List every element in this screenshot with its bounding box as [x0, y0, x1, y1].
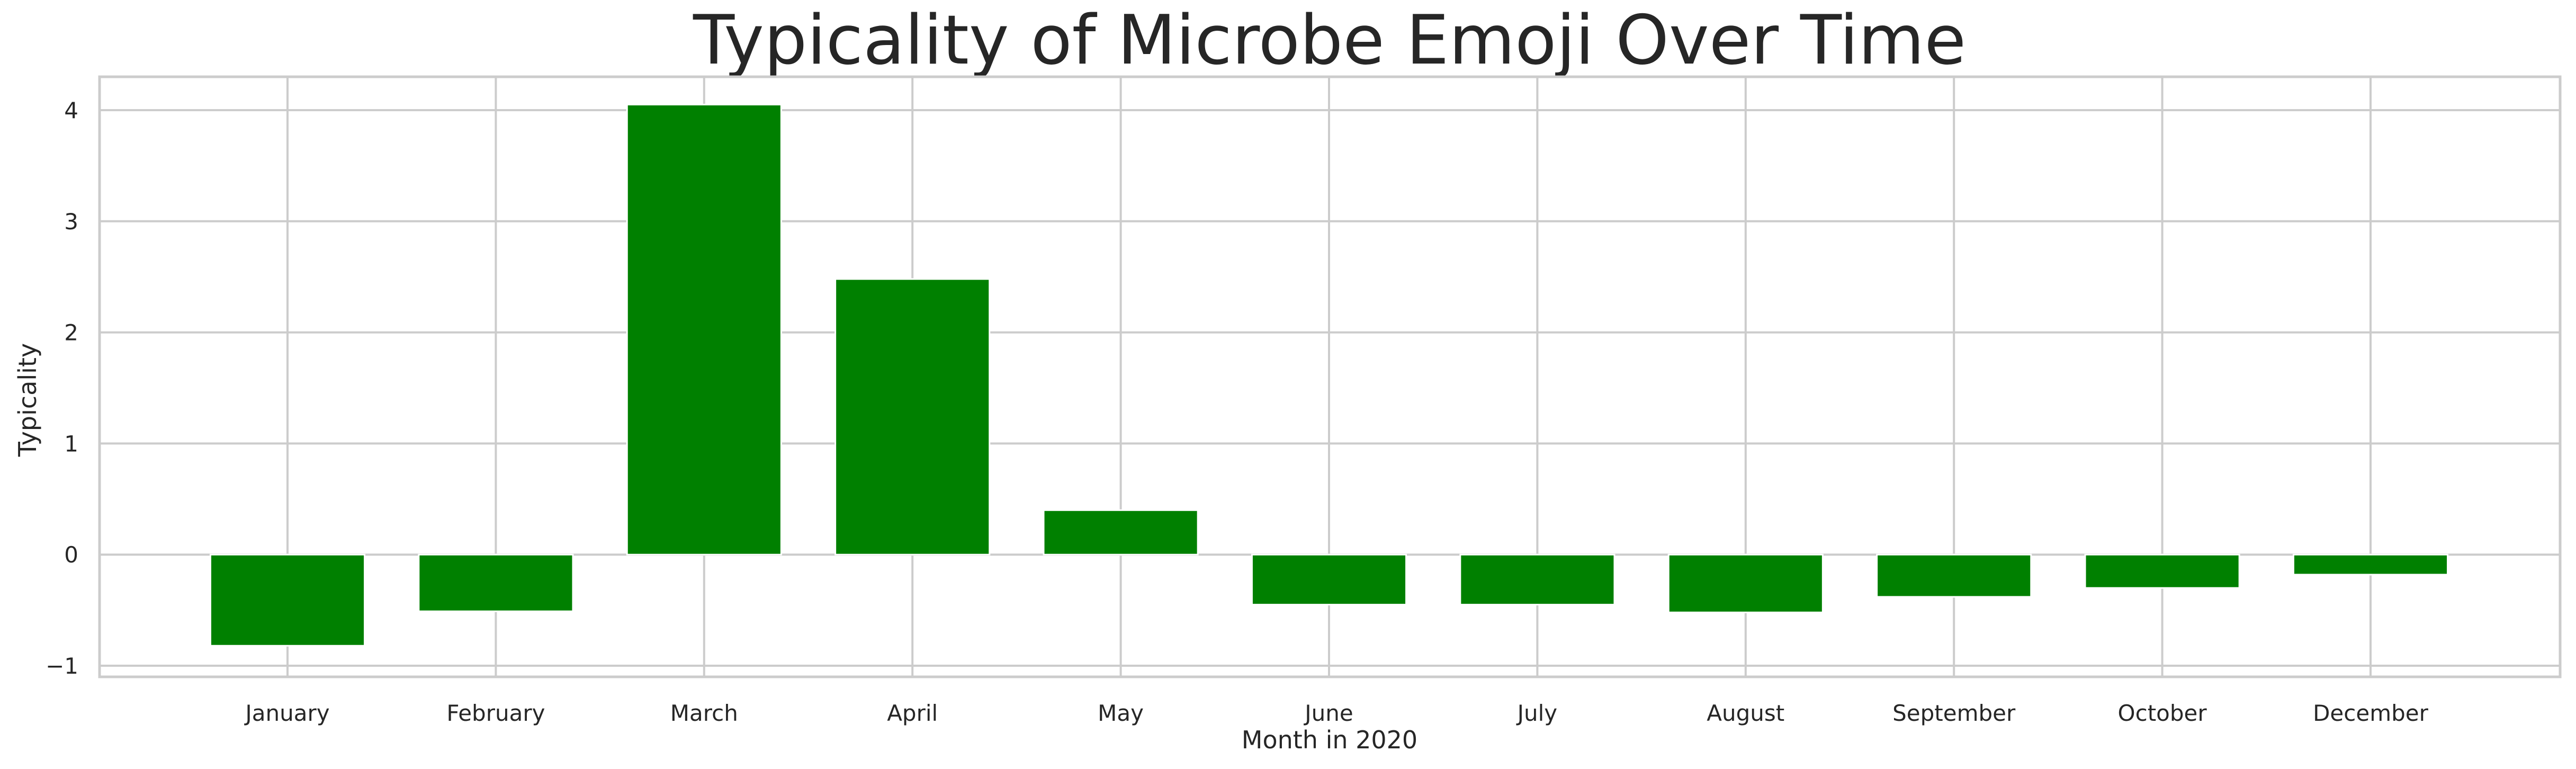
- bar-october: [2084, 553, 2240, 589]
- y-tick-label: 0: [64, 542, 78, 568]
- x-tick-label: January: [244, 700, 329, 726]
- bar-august: [1667, 553, 1824, 613]
- x-tick-label: April: [887, 700, 938, 726]
- x-tick-label: August: [1707, 700, 1784, 726]
- y-axis-label: Typicality: [13, 343, 42, 457]
- bar-june: [1251, 553, 1407, 606]
- x-tick-label: December: [2313, 700, 2429, 726]
- x-tick-label: September: [1892, 700, 2016, 726]
- x-tick-label: May: [1098, 700, 1144, 726]
- bar-may: [1043, 509, 1199, 556]
- y-axis-ticks: −1 0 1 2 3 4: [46, 97, 78, 679]
- bar-february: [418, 553, 574, 612]
- plot-frame: [98, 75, 2562, 678]
- x-tick-label: July: [1516, 700, 1558, 726]
- bar-july: [1459, 553, 1615, 606]
- chart-title: Typicality of Microbe Emoji Over Time: [693, 1, 1966, 80]
- bar-september: [1876, 553, 2032, 598]
- bars: [209, 103, 2449, 647]
- bar-april: [834, 278, 991, 556]
- x-axis-ticks: January February March April May June July Augu…: [244, 700, 2428, 726]
- y-tick-label: 4: [64, 97, 78, 123]
- y-tick-label: 2: [64, 320, 78, 346]
- bar-december: [2292, 553, 2449, 576]
- bar-january: [209, 553, 366, 647]
- x-tick-label: June: [1303, 700, 1353, 726]
- x-axis-label: Month in 2020: [1242, 726, 1417, 754]
- x-tick-label: March: [670, 700, 738, 726]
- x-tick-label: February: [446, 700, 545, 726]
- y-tick-label: 1: [64, 431, 78, 457]
- y-tick-label: −1: [46, 653, 78, 679]
- y-tick-label: 3: [64, 209, 78, 235]
- x-tick-label: October: [2118, 700, 2207, 726]
- bar-march: [626, 103, 782, 556]
